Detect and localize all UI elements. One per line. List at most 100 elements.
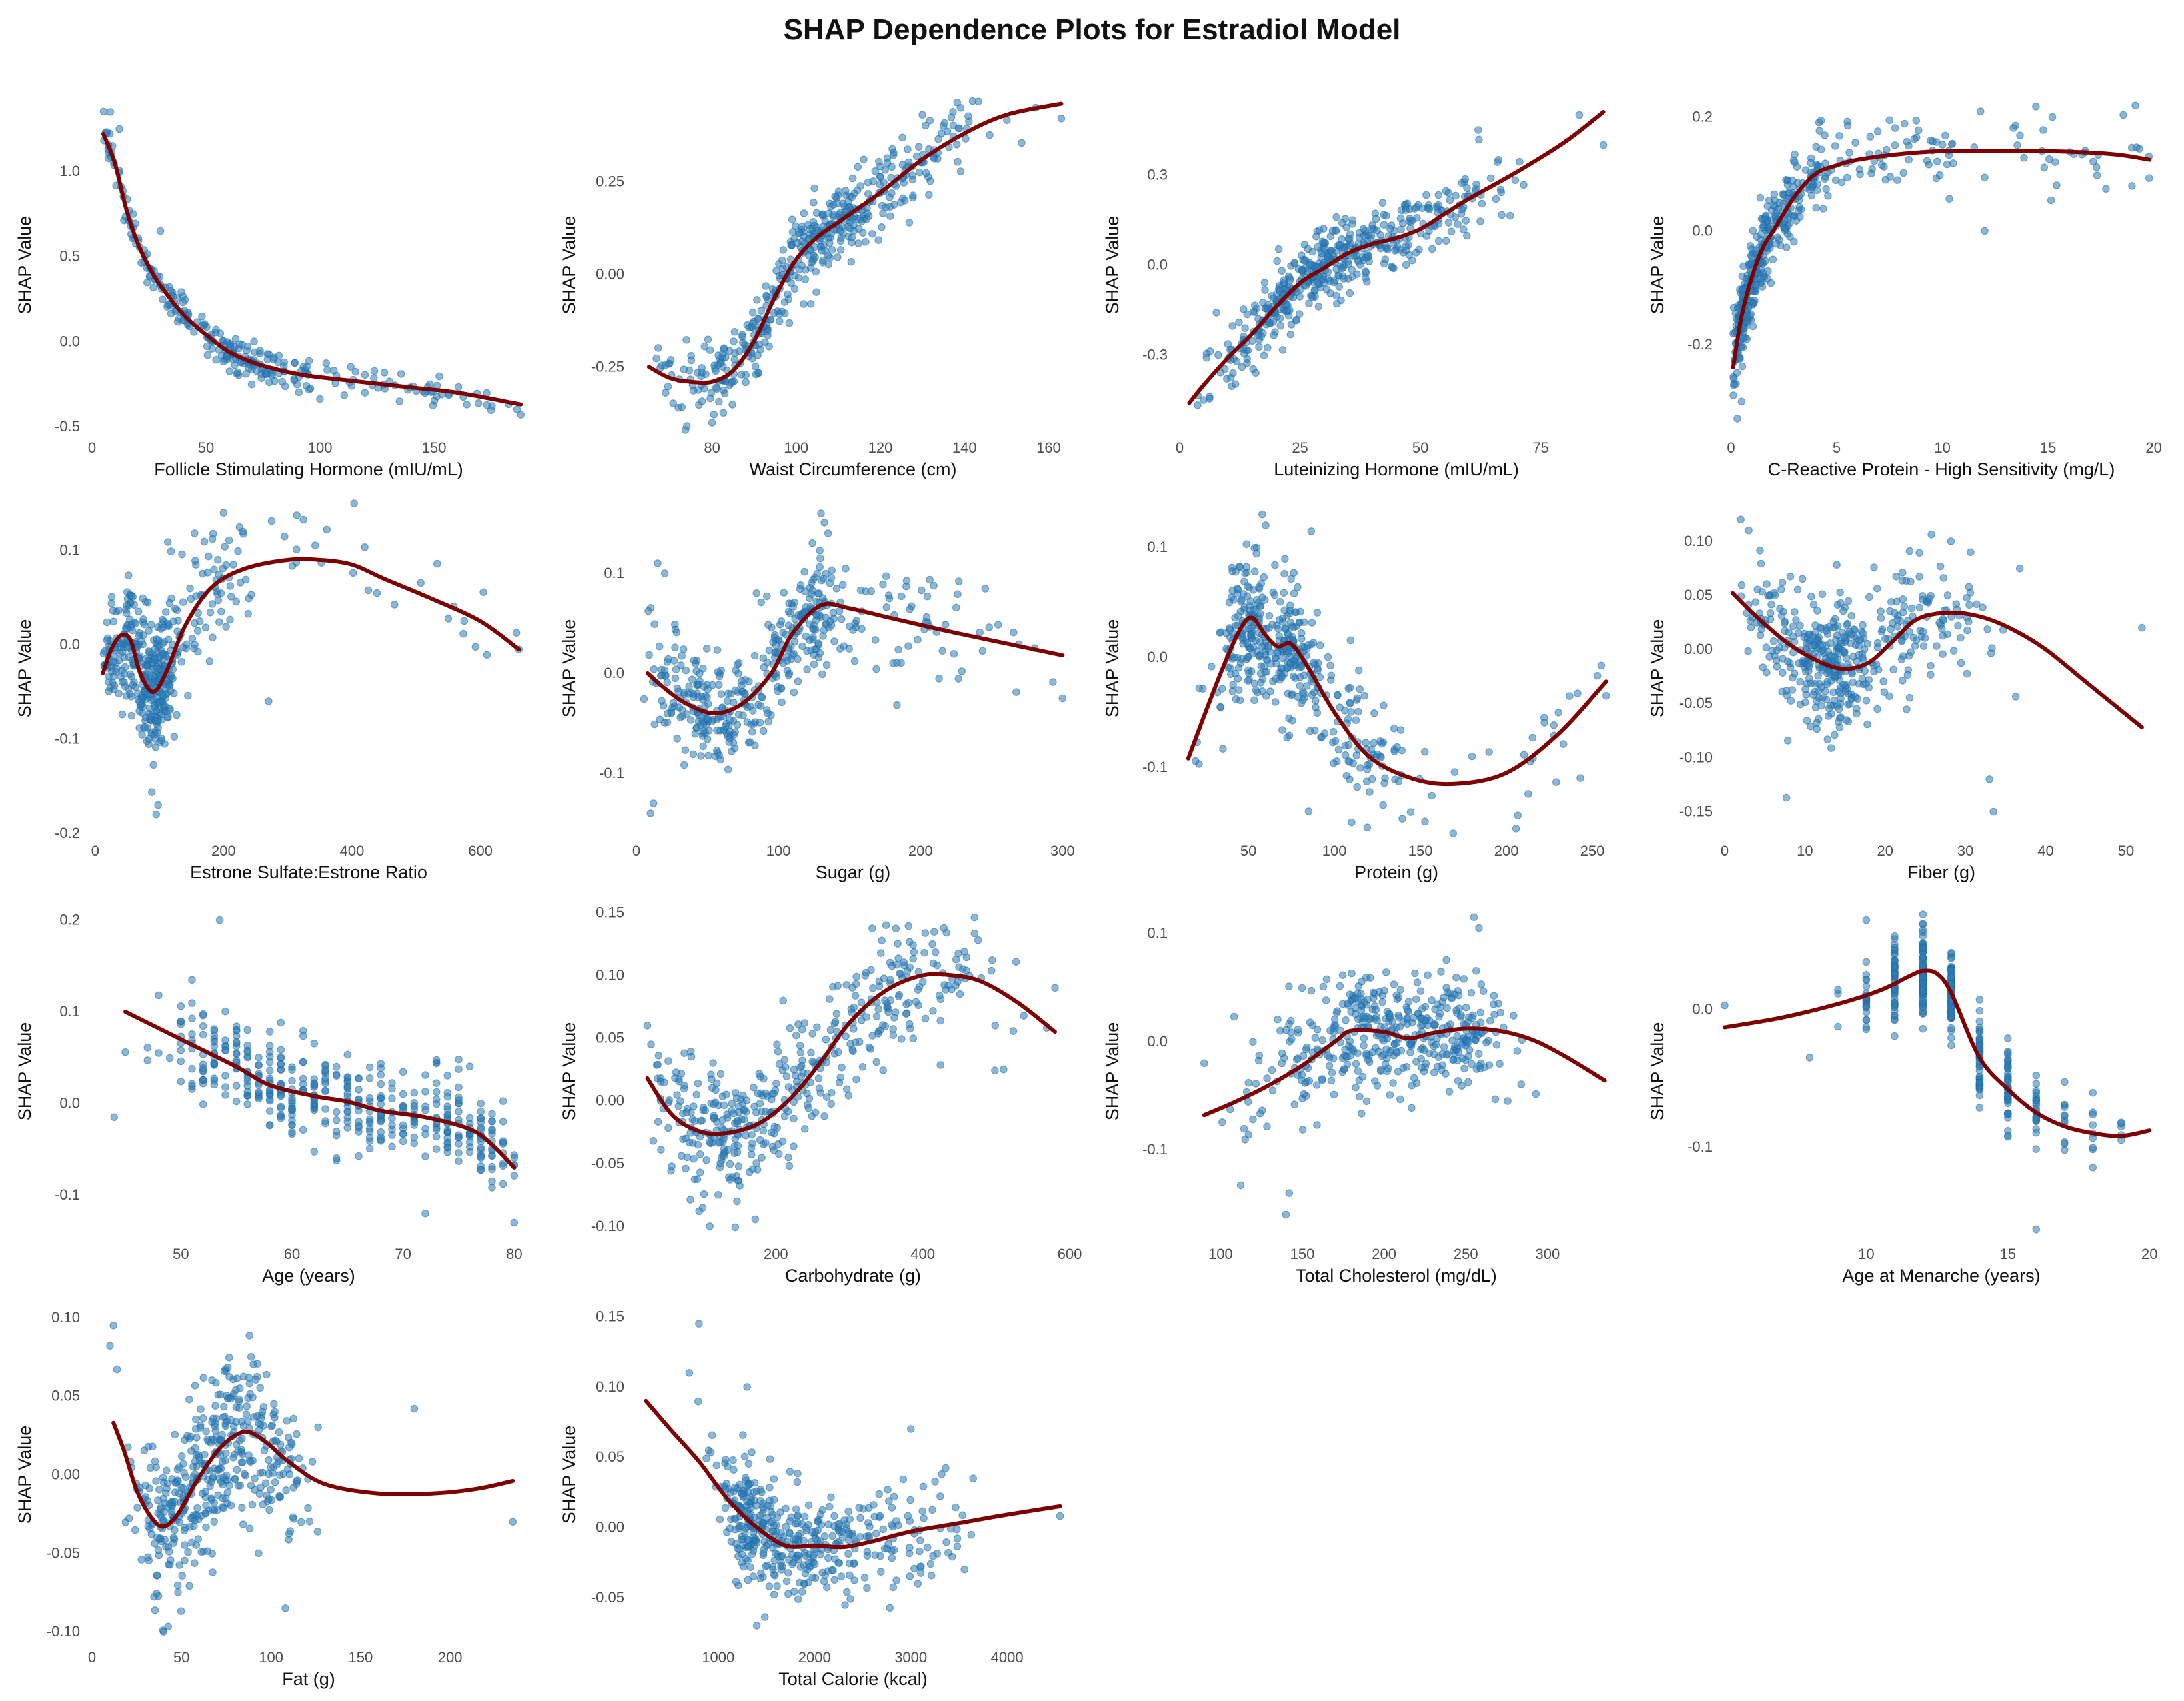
data-point bbox=[477, 1100, 484, 1106]
data-point bbox=[1940, 617, 1947, 623]
data-point bbox=[1278, 673, 1285, 679]
data-point bbox=[200, 1077, 207, 1084]
data-point bbox=[1476, 136, 1482, 143]
data-point bbox=[1372, 1006, 1379, 1013]
data-point bbox=[678, 653, 685, 659]
data-point bbox=[1308, 619, 1315, 626]
data-point bbox=[1314, 709, 1320, 716]
data-point bbox=[217, 916, 223, 923]
data-point bbox=[500, 1180, 507, 1187]
data-point bbox=[1250, 606, 1257, 613]
data-point bbox=[732, 687, 738, 693]
data-point bbox=[293, 546, 300, 553]
data-point bbox=[712, 367, 719, 374]
data-point bbox=[1445, 219, 1452, 226]
data-point bbox=[1460, 226, 1467, 233]
data-point bbox=[1245, 1080, 1252, 1086]
data-point bbox=[222, 1072, 229, 1079]
data-point bbox=[732, 1224, 738, 1230]
data-point bbox=[1761, 215, 1768, 221]
data-point bbox=[957, 105, 964, 111]
data-point bbox=[774, 687, 781, 694]
data-point bbox=[797, 1042, 804, 1049]
data-point bbox=[1428, 997, 1435, 1004]
data-point bbox=[1436, 1014, 1442, 1020]
x-tick-label: 300 bbox=[1536, 1246, 1560, 1262]
data-point bbox=[664, 679, 670, 685]
data-point bbox=[1940, 575, 1947, 581]
data-point bbox=[689, 1140, 696, 1146]
data-point bbox=[810, 199, 817, 206]
data-point bbox=[1237, 659, 1244, 666]
data-point bbox=[1231, 1013, 1238, 1020]
data-point bbox=[1747, 624, 1754, 631]
data-point bbox=[1357, 765, 1364, 771]
y-tick-label: 0.00 bbox=[1684, 641, 1713, 657]
data-point bbox=[1335, 746, 1342, 753]
data-point bbox=[455, 1134, 462, 1140]
data-point bbox=[513, 629, 519, 636]
data-point bbox=[752, 742, 758, 749]
data-point bbox=[880, 975, 887, 982]
data-point bbox=[852, 992, 858, 999]
y-tick-label: 0.5 bbox=[59, 248, 80, 265]
data-point bbox=[674, 685, 680, 692]
data-point bbox=[854, 163, 861, 170]
data-point bbox=[1360, 1035, 1367, 1042]
data-point bbox=[1422, 1060, 1429, 1067]
data-point bbox=[1867, 133, 1873, 140]
data-point bbox=[1354, 1050, 1361, 1056]
y-axis-label: SHAP Value bbox=[15, 619, 35, 718]
data-point bbox=[666, 1097, 672, 1104]
data-point bbox=[1251, 309, 1258, 315]
smooth-trend-line bbox=[1189, 112, 1603, 403]
x-tick-label: 200 bbox=[1494, 843, 1519, 859]
data-point bbox=[822, 1036, 829, 1043]
data-point bbox=[704, 715, 711, 722]
data-point bbox=[472, 643, 479, 650]
data-point bbox=[1391, 725, 1398, 732]
data-point bbox=[1346, 776, 1353, 783]
data-point bbox=[1532, 1090, 1539, 1097]
data-point bbox=[324, 367, 331, 373]
data-point bbox=[1321, 245, 1328, 252]
x-axis-label: Total Cholesterol (mg/dL) bbox=[1296, 1266, 1497, 1286]
data-point bbox=[1203, 354, 1210, 361]
data-point bbox=[1749, 254, 1755, 261]
data-point bbox=[237, 579, 243, 586]
data-point bbox=[1512, 825, 1519, 832]
data-point bbox=[1864, 721, 1871, 727]
data-point bbox=[444, 1072, 451, 1079]
data-point bbox=[350, 569, 357, 576]
data-point bbox=[1268, 661, 1274, 667]
data-point bbox=[1262, 305, 1268, 311]
data-point bbox=[347, 363, 354, 370]
data-point bbox=[2040, 127, 2047, 133]
data-point bbox=[1439, 1050, 1446, 1057]
data-point bbox=[1927, 671, 1934, 678]
x-axis-label: C-Reactive Protein - High Sensitivity (m… bbox=[1768, 459, 2115, 479]
y-tick-label: -0.10 bbox=[591, 1218, 624, 1234]
data-point bbox=[1390, 981, 1397, 988]
data-point bbox=[110, 658, 117, 665]
y-tick-label: 0.0 bbox=[59, 636, 80, 653]
x-tick-label: 160 bbox=[1036, 439, 1061, 456]
data-point bbox=[802, 633, 809, 639]
data-point bbox=[820, 257, 826, 263]
data-point bbox=[1753, 281, 1759, 288]
data-point bbox=[111, 682, 117, 689]
y-tick-label: 0.0 bbox=[1692, 1001, 1713, 1018]
data-point bbox=[1319, 1037, 1326, 1044]
data-point bbox=[2053, 182, 2060, 189]
data-point bbox=[377, 1101, 384, 1108]
data-point bbox=[690, 387, 696, 394]
data-point bbox=[763, 292, 770, 299]
data-point bbox=[813, 289, 820, 295]
data-point bbox=[1844, 620, 1851, 627]
data-point bbox=[720, 1102, 727, 1108]
data-point bbox=[159, 296, 166, 303]
data-point bbox=[511, 1172, 517, 1179]
data-point bbox=[1462, 175, 1468, 182]
data-point bbox=[211, 1060, 217, 1067]
